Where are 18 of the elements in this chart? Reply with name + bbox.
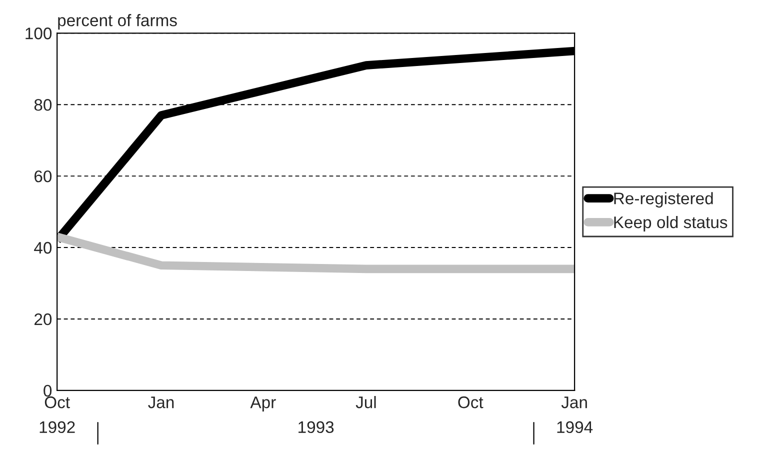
y-tick-label: 100	[26, 28, 52, 40]
text: 1994	[557, 421, 593, 434]
legend-label: Keep old status	[614, 216, 728, 232]
y-tick-label: 20	[34, 313, 52, 326]
y-tick-label: 60	[34, 170, 52, 182]
y-tick-label: 80	[34, 99, 52, 111]
text: 1993	[298, 421, 334, 434]
y-tick-label: 40	[34, 242, 52, 254]
x-tick-label: Jul	[356, 396, 376, 408]
y-axis-title: percent of farms	[58, 14, 177, 30]
legend-label: Re-registered	[614, 192, 713, 208]
x-tick-label: Jan	[561, 396, 587, 408]
x-tick-label: Oct	[44, 396, 70, 408]
x-tick-label: Oct	[458, 396, 484, 408]
y-tick-label: 0	[44, 384, 52, 397]
x-tick-label: Apr	[250, 396, 276, 412]
text: 1992	[40, 421, 75, 434]
x-tick-label: Jan	[148, 396, 174, 408]
